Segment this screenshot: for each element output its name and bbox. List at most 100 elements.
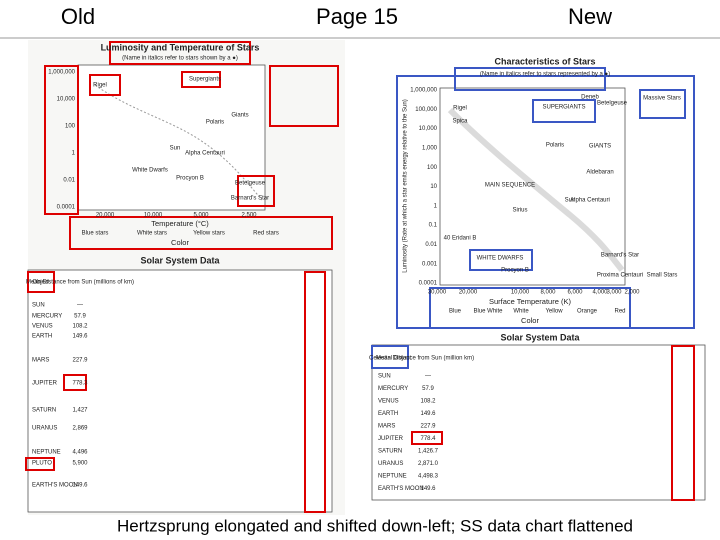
table-cell: 57.9 xyxy=(422,386,434,392)
header-new: New xyxy=(568,4,612,29)
star-label: Spica xyxy=(452,119,468,125)
star-label: WHITE DWARFS xyxy=(477,256,524,262)
y-tick-label: 100 xyxy=(427,165,438,171)
y-tick-label: 1,000,000 xyxy=(48,70,75,76)
old-table-title: Solar System Data xyxy=(140,255,220,265)
table-cell: SUN xyxy=(32,303,45,309)
new-color-label: Color xyxy=(521,316,539,325)
color-label: Yellow stars xyxy=(193,231,225,237)
table-cell: MERCURY xyxy=(378,386,408,392)
star-label: Small Stars xyxy=(647,273,678,279)
table-cell: NEPTUNE xyxy=(378,474,407,480)
table-header: Mean Distance from Sun (million km) xyxy=(376,356,474,362)
new-highlight xyxy=(469,249,533,271)
y-tick-label: 10 xyxy=(430,184,437,190)
x-tick-label: 30,000 xyxy=(428,290,447,296)
new-main-sequence xyxy=(447,107,625,272)
table-cell: 4,496 xyxy=(72,450,88,456)
old-main-sequence xyxy=(94,84,263,201)
table-cell: 2,869 xyxy=(72,426,88,432)
star-label: Rigel xyxy=(93,83,107,89)
star-label: Barnard's Star xyxy=(601,253,639,259)
star-label: MAIN SEQUENCE xyxy=(485,183,535,189)
y-tick-label: 1,000,000 xyxy=(410,88,437,94)
new-y-label: Luminosity (Rate at which a star emits e… xyxy=(403,99,409,272)
x-tick-label: 10,000 xyxy=(144,213,163,219)
x-tick-label: 2,500 xyxy=(241,213,257,219)
table-cell: 778.4 xyxy=(420,436,436,442)
x-tick-label: 10,000 xyxy=(511,290,530,296)
star-label: 40 Eridani B xyxy=(444,236,477,242)
header-page: Page 15 xyxy=(316,4,398,29)
color-label: Blue xyxy=(449,309,462,315)
star-label: Betelgeuse xyxy=(597,101,628,107)
x-tick-label: 5,000 xyxy=(193,213,209,219)
table-cell: SATURN xyxy=(378,449,402,455)
new-chart-note: (Name in italics refer to stars represen… xyxy=(480,72,610,78)
y-tick-label: 0.01 xyxy=(63,178,75,184)
table-cell: NEPTUNE xyxy=(32,450,61,456)
table-cell: EARTH'S MOON xyxy=(32,483,78,489)
y-tick-label: 100,000 xyxy=(415,107,437,113)
new-highlight xyxy=(639,89,686,119)
table-cell: MARS xyxy=(32,358,49,364)
old-x-label: Temperature (°C) xyxy=(151,219,209,228)
star-label: White Dwarfs xyxy=(132,168,168,174)
color-label: Yellow xyxy=(545,309,563,315)
x-tick-label: 4,000 xyxy=(592,290,608,296)
color-label: White xyxy=(513,309,529,315)
table-cell: 108.2 xyxy=(72,324,88,330)
table-cell: SATURN xyxy=(32,408,56,414)
table-cell: VENUS xyxy=(378,399,399,405)
color-label: White stars xyxy=(137,231,167,237)
star-label: Massive Stars xyxy=(643,96,681,102)
new-x-label: Surface Temperature (K) xyxy=(489,297,571,306)
old-plot xyxy=(77,64,266,211)
table-cell: JUPITER xyxy=(378,436,404,442)
table-cell: PLUTO xyxy=(32,461,52,467)
new-table xyxy=(371,344,706,501)
old-chart-title: Luminosity and Temperature of Stars xyxy=(101,42,260,52)
y-tick-label: 0.01 xyxy=(425,242,437,248)
table-cell: 227.9 xyxy=(72,358,88,364)
new-highlight xyxy=(411,431,443,445)
new-highlight xyxy=(371,345,409,369)
table-cell: — xyxy=(77,303,83,309)
y-tick-label: 0.001 xyxy=(422,261,438,267)
star-label: Sun xyxy=(565,198,576,204)
old-chart-note: (Name in italics refer to stars shown by… xyxy=(122,56,238,62)
table-cell: 108.2 xyxy=(420,399,436,405)
table-cell: 2,871.0 xyxy=(418,461,439,467)
table-cell: 1,427 xyxy=(72,408,88,414)
table-cell: MERCURY xyxy=(32,314,62,320)
x-tick-label: 20,000 xyxy=(96,213,115,219)
star-label: Proxima Centauri xyxy=(597,273,643,279)
table-header: Mean Distance from Sun (millions of km) xyxy=(26,280,134,286)
star-label: GIANTS xyxy=(589,144,611,150)
new-chart-title: Characteristics of Stars xyxy=(494,56,595,66)
x-tick-label: 6,000 xyxy=(567,290,583,296)
table-cell: JUPITER xyxy=(32,381,58,387)
y-tick-label: 0.0001 xyxy=(57,205,76,211)
old-highlight xyxy=(89,74,121,96)
star-label: Giants xyxy=(231,113,248,119)
y-tick-label: 1,000 xyxy=(422,145,438,151)
y-tick-label: 0.0001 xyxy=(419,281,438,287)
table-cell: 1,426.7 xyxy=(418,449,439,455)
old-highlight xyxy=(269,65,339,127)
star-label: Alpha Centauri xyxy=(570,198,610,204)
y-tick-label: 1 xyxy=(434,203,438,209)
table-cell: 149.6 xyxy=(420,486,436,492)
y-tick-label: 0.1 xyxy=(429,223,438,229)
table-cell: 149.6 xyxy=(420,411,436,417)
table-cell: 227.9 xyxy=(420,424,436,430)
color-label: Red xyxy=(614,309,625,315)
y-tick-label: 100 xyxy=(65,124,76,130)
x-tick-label: 8,000 xyxy=(540,290,556,296)
table-cell: SUN xyxy=(378,374,391,380)
y-tick-label: 1 xyxy=(72,151,76,157)
table-cell: EARTH xyxy=(378,411,398,417)
old-highlight xyxy=(44,65,79,215)
new-highlight xyxy=(454,67,606,91)
